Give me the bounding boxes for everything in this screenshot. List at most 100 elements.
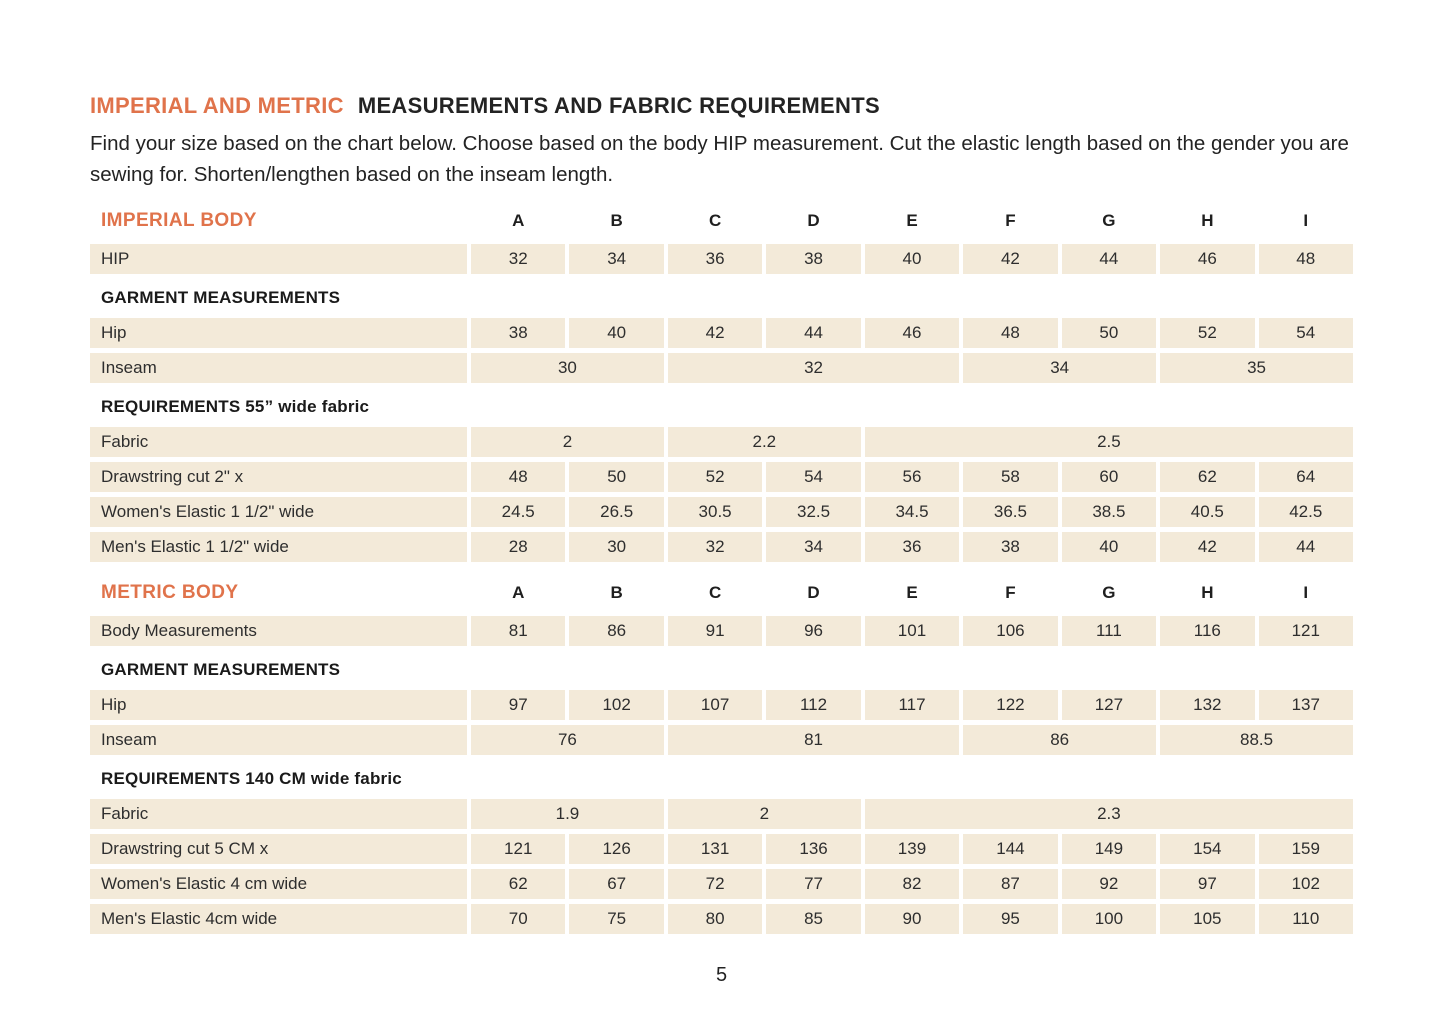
value-cell: 54 (766, 462, 861, 492)
value-cell: 36 (667, 244, 763, 274)
size-column-letter: C (708, 211, 722, 230)
value-cell: 28 (471, 532, 566, 562)
size-column-letter: B (610, 583, 623, 602)
table-row: Fabric 2 2.2 2.5 (90, 427, 1353, 457)
value-cell: 2 (471, 427, 664, 457)
value-cell: 149 (1061, 834, 1157, 864)
value-cell: 62 (471, 869, 566, 899)
value-cell: 72 (667, 869, 763, 899)
table-row: Men's Elastic 4cm wide 70 75 80 85 90 95 100 105… (90, 904, 1353, 934)
table-row: Fabric 1.9 2 2.3 (90, 799, 1353, 829)
value-cell: 48 (1258, 244, 1353, 274)
value-cell: 77 (766, 869, 861, 899)
size-column-letter: B (610, 211, 623, 230)
value-cell: 70 (471, 904, 566, 934)
value-cell: 131 (667, 834, 763, 864)
value-cell: 90 (864, 904, 960, 934)
value-cell: 32 (667, 353, 960, 383)
value-cell: 56 (864, 462, 960, 492)
table-row: Women's Elastic 1 1/2" wide 24.5 26.5 30.5 3… (90, 497, 1353, 527)
table-row: Hip 97 102 107 112 117 122 127 132 137 (90, 690, 1353, 720)
value-cell: 96 (766, 616, 861, 646)
size-column-letter: F (1005, 583, 1016, 602)
value-cell: 40 (1061, 532, 1157, 562)
value-cell: 50 (569, 462, 664, 492)
value-cell: 36 (864, 532, 960, 562)
value-cell: 32 (667, 532, 763, 562)
size-column-letter: E (906, 583, 918, 602)
value-cell: 30 (569, 532, 664, 562)
section-heading: REQUIREMENTS 55” wide fabric (101, 397, 370, 416)
value-cell: 116 (1160, 616, 1255, 646)
row-label: Fabric (90, 427, 467, 457)
section-heading: GARMENT MEASUREMENTS (101, 288, 341, 307)
value-cell: 58 (963, 462, 1058, 492)
value-cell: 52 (1160, 318, 1255, 348)
value-cell: 42 (963, 244, 1058, 274)
document-page: IMPERIAL AND METRIC MEASUREMENTS AND FABR… (90, 93, 1353, 986)
value-cell: 136 (766, 834, 861, 864)
table-title: METRIC BODY (101, 582, 239, 603)
table-header-row: METRIC BODY A B C D E F G H I (90, 578, 1353, 608)
value-cell: 34.5 (864, 497, 960, 527)
section-heading: GARMENT MEASUREMENTS (101, 660, 341, 679)
value-cell: 102 (1258, 869, 1353, 899)
size-column-letter: H (1201, 583, 1214, 602)
value-cell: 86 (569, 616, 664, 646)
row-label: Hip (90, 690, 467, 720)
value-cell: 112 (766, 690, 861, 720)
value-cell: 40 (569, 318, 664, 348)
value-cell: 86 (963, 725, 1157, 755)
page-number: 5 (715, 964, 728, 986)
row-label: Hip (90, 318, 467, 348)
row-label: HIP (90, 244, 467, 274)
value-cell: 85 (766, 904, 861, 934)
value-cell: 159 (1258, 834, 1353, 864)
value-cell: 2.5 (864, 427, 1353, 457)
value-cell: 34 (963, 353, 1157, 383)
value-cell: 144 (963, 834, 1058, 864)
row-label: Drawstring cut 2" x (90, 462, 467, 492)
value-cell: 67 (569, 869, 664, 899)
table-row: HIP 32 34 36 38 40 42 44 46 48 (90, 244, 1353, 274)
value-cell: 48 (471, 462, 566, 492)
value-cell: 82 (864, 869, 960, 899)
row-label: Men's Elastic 4cm wide (90, 904, 467, 934)
value-cell: 34 (569, 244, 664, 274)
value-cell: 95 (963, 904, 1058, 934)
size-column-letter: A (512, 211, 525, 230)
value-cell: 97 (1160, 869, 1255, 899)
value-cell: 38 (471, 318, 566, 348)
section-heading: REQUIREMENTS 140 CM wide fabric (101, 769, 402, 788)
value-cell: 46 (864, 318, 960, 348)
page-title-rest: MEASUREMENTS AND FABRIC REQUIREMENTS (357, 93, 880, 118)
value-cell: 110 (1258, 904, 1353, 934)
value-cell: 30.5 (667, 497, 763, 527)
table-title: IMPERIAL BODY (101, 210, 257, 231)
value-cell: 42 (667, 318, 763, 348)
table-row: Men's Elastic 1 1/2" wide 28 30 32 34 36 38 40 4… (90, 532, 1353, 562)
value-cell: 101 (864, 616, 960, 646)
value-cell: 87 (963, 869, 1058, 899)
value-cell: 102 (569, 690, 664, 720)
table-row: Hip 38 40 42 44 46 48 50 52 54 (90, 318, 1353, 348)
value-cell: 32.5 (766, 497, 861, 527)
value-cell: 75 (569, 904, 664, 934)
row-label: Inseam (90, 725, 467, 755)
value-cell: 81 (471, 616, 566, 646)
value-cell: 52 (667, 462, 763, 492)
value-cell: 2.2 (667, 427, 861, 457)
value-cell: 139 (864, 834, 960, 864)
size-column-letter: D (807, 211, 820, 230)
size-column-letter: F (1005, 211, 1016, 230)
value-cell: 38.5 (1061, 497, 1157, 527)
value-cell: 62 (1160, 462, 1255, 492)
row-label: Drawstring cut 5 CM x (90, 834, 467, 864)
value-cell: 32 (471, 244, 566, 274)
value-cell: 122 (963, 690, 1058, 720)
value-cell: 105 (1160, 904, 1255, 934)
row-label: Fabric (90, 799, 467, 829)
value-cell: 88.5 (1160, 725, 1353, 755)
value-cell: 48 (963, 318, 1058, 348)
value-cell: 38 (766, 244, 861, 274)
